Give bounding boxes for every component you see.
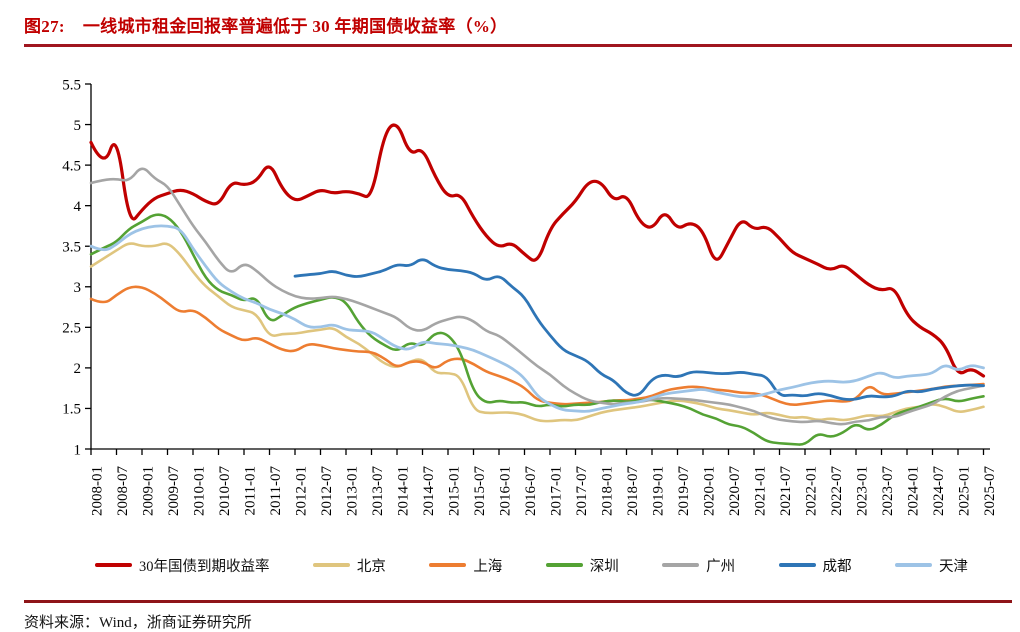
legend-swatch-icon — [545, 563, 583, 567]
title-underline — [24, 44, 1012, 47]
chart-legend: 30年国债到期收益率 北京 上海 深圳 广州 成都 天津 — [95, 553, 968, 577]
legend-label: 广州 — [706, 558, 736, 575]
x-tick-label: 2025-07 — [982, 466, 998, 516]
x-tick-label: 2025-01 — [957, 466, 973, 516]
figure-title-text: 一线城市租金回报率普遍低于 30 年期国债收益率（%） — [82, 17, 508, 36]
source-text: Wind，浙商证券研究所 — [99, 615, 252, 631]
legend-item-北京: 北京 — [312, 555, 386, 576]
x-tick-label: 2024-07 — [931, 466, 947, 516]
x-tick-label: 2012-01 — [294, 466, 310, 516]
x-tick-label: 2020-01 — [702, 466, 718, 516]
x-tick-label: 2018-01 — [600, 466, 616, 516]
y-tick-label: 3.5 — [62, 239, 81, 255]
x-tick-label: 2008-01 — [90, 466, 106, 516]
legend-swatch-icon — [662, 563, 700, 567]
legend-item-天津: 天津 — [894, 555, 968, 576]
x-tick-label: 2015-07 — [472, 466, 488, 516]
legend-item-成都: 成都 — [778, 555, 852, 576]
x-tick-label: 2014-01 — [396, 466, 412, 516]
x-tick-label: 2009-07 — [166, 466, 182, 516]
x-tick-label: 2016-07 — [523, 466, 539, 516]
x-tick-label: 2022-01 — [804, 466, 820, 516]
x-tick-label: 2008-07 — [115, 466, 131, 516]
y-tick-label: 4 — [74, 199, 82, 215]
legend-label: 天津 — [938, 558, 968, 575]
series-line-北京 — [89, 242, 985, 423]
x-tick-label: 2011-01 — [243, 466, 259, 515]
x-tick-label: 2011-07 — [268, 466, 284, 516]
legend-label: 30年国债到期收益率 — [139, 558, 270, 575]
x-tick-label: 2023-07 — [880, 466, 896, 516]
series-line-30年国债到期收益率 — [89, 123, 986, 378]
legend-item-广州: 广州 — [662, 555, 735, 576]
y-tick-label: 5 — [74, 118, 82, 134]
y-tick-label: 3 — [74, 280, 82, 296]
x-tick-label: 2024-01 — [906, 466, 922, 516]
legend-label: 上海 — [473, 558, 503, 575]
y-tick-label: 1.5 — [62, 402, 81, 418]
y-tick-label: 2.5 — [62, 321, 81, 337]
x-tick-label: 2017-01 — [549, 466, 565, 516]
legend-label: 深圳 — [589, 558, 619, 575]
legend-swatch-icon — [429, 563, 467, 567]
legend-item-上海: 上海 — [429, 555, 502, 576]
x-tick-label: 2013-01 — [345, 466, 361, 516]
y-tick-label: 2 — [74, 361, 82, 377]
y-tick-label: 4.5 — [62, 158, 81, 174]
legend-label: 成都 — [822, 558, 852, 575]
x-tick-label: 2009-01 — [141, 466, 157, 516]
x-tick-label: 2019-01 — [651, 466, 667, 516]
series-line-成都 — [293, 258, 985, 401]
figure-number: 图27: — [24, 17, 65, 36]
series-line-上海 — [89, 285, 985, 406]
x-tick-label: 2017-07 — [574, 466, 590, 516]
series-line-天津 — [89, 224, 985, 413]
x-tick-label: 2010-01 — [192, 466, 208, 516]
legend-item-30年国债到期收益率: 30年国债到期收益率 — [95, 555, 270, 576]
y-tick-label: 1 — [74, 442, 82, 458]
x-tick-label: 2013-07 — [370, 466, 386, 516]
legend-swatch-icon — [312, 563, 350, 567]
series-line-广州 — [89, 167, 985, 426]
legend-label: 北京 — [356, 558, 386, 575]
x-tick-label: 2021-07 — [778, 466, 794, 516]
x-tick-label: 2023-01 — [855, 466, 871, 516]
x-tick-label: 2012-07 — [319, 466, 335, 516]
x-tick-label: 2015-01 — [447, 466, 463, 516]
figure-title: 图27: 一线城市租金回报率普遍低于 30 年期国债收益率（%） — [24, 12, 1010, 37]
source-prefix: 资料来源： — [24, 615, 100, 631]
series-line-深圳 — [89, 213, 985, 446]
line-chart: 5.5 5 4.5 4 3.5 3 2.5 2 1.5 1 2008-01 2008-07 2009-0… — [62, 77, 998, 516]
x-tick-label: 2020-07 — [727, 466, 743, 516]
x-tick-label: 2016-01 — [498, 466, 514, 516]
x-tick-label: 2022-07 — [829, 466, 845, 516]
legend-item-深圳: 深圳 — [545, 555, 619, 576]
legend-swatch-icon — [778, 563, 816, 567]
source-note: 资料来源：Wind，浙商证券研究所 — [24, 611, 252, 632]
x-tick-label: 2019-07 — [676, 466, 692, 516]
x-tick-label: 2010-07 — [217, 466, 233, 516]
legend-swatch-icon — [95, 563, 132, 567]
x-tick-label: 2018-07 — [625, 466, 641, 516]
x-tick-label: 2021-01 — [753, 466, 769, 516]
bottom-rule — [24, 600, 1012, 603]
y-tick-label: 5.5 — [62, 77, 81, 93]
x-tick-label: 2014-07 — [421, 466, 437, 516]
legend-swatch-icon — [894, 563, 932, 567]
